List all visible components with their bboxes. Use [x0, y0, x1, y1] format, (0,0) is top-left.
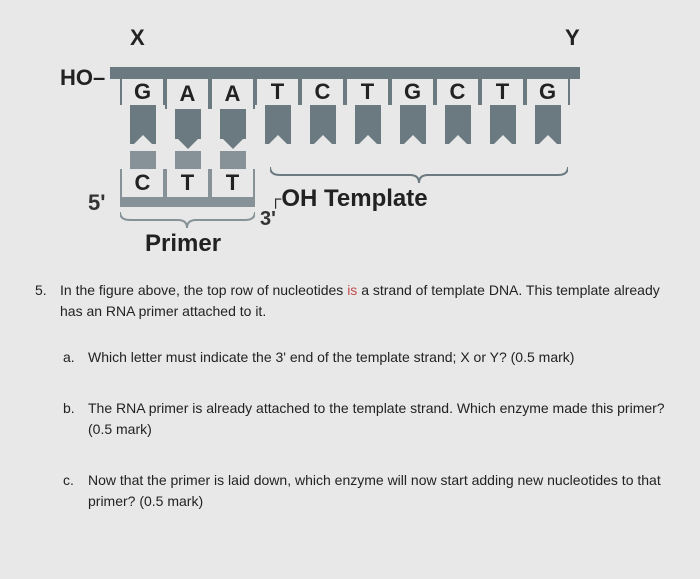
nucleotide-block: T	[345, 79, 390, 144]
part-c: c. Now that the primer is laid down, whi…	[63, 470, 665, 512]
nucleotide-block: G	[120, 79, 165, 144]
nucleotide-block: C	[300, 79, 345, 144]
oh-template-label: ┌OH Template	[270, 185, 428, 213]
nucleotide-letter: T	[480, 79, 525, 105]
ho-label: HO–	[60, 65, 105, 91]
nucleotide-shape	[265, 105, 291, 144]
question-number: 5.	[35, 280, 60, 322]
y-label: Y	[565, 25, 580, 51]
nucleotide-letter: G	[525, 79, 570, 105]
part-b-letter: b.	[63, 398, 88, 440]
nucleotide-letter: G	[390, 79, 435, 105]
primer-block: T	[210, 151, 255, 197]
primer-block: T	[165, 151, 210, 197]
nucleotide-shape	[490, 105, 516, 144]
template-backbone	[110, 67, 580, 79]
nucleotide-block: A	[210, 79, 255, 144]
nucleotide-shape	[175, 109, 201, 139]
primer-letter: C	[120, 169, 165, 197]
nucleotide-shape	[355, 105, 381, 144]
nucleotide-letter: G	[120, 79, 165, 105]
nucleotide-letter: T	[345, 79, 390, 105]
part-c-text: Now that the primer is laid down, which …	[88, 470, 665, 512]
nucleotide-shape	[535, 105, 561, 144]
nucleotide-block: T	[480, 79, 525, 144]
primer-letter: T	[210, 169, 255, 197]
primer-shape	[175, 151, 201, 169]
primer-shape	[130, 151, 156, 169]
primer-backbone	[120, 197, 255, 207]
nucleotide-block: G	[390, 79, 435, 144]
template-nucleotides: GAATCTGCTG	[120, 79, 570, 144]
primer-shape	[220, 151, 246, 169]
question-text: 5. In the figure above, the top row of n…	[35, 280, 665, 542]
part-a-letter: a.	[63, 347, 88, 368]
part-b: b. The RNA primer is already attached to…	[63, 398, 665, 440]
question-5: 5. In the figure above, the top row of n…	[35, 280, 665, 322]
part-b-text: The RNA primer is already attached to th…	[88, 398, 665, 440]
nucleotide-shape	[220, 109, 246, 139]
part-a: a. Which letter must indicate the 3' end…	[63, 347, 665, 368]
part-c-letter: c.	[63, 470, 88, 512]
nucleotide-block: C	[435, 79, 480, 144]
primer-block: C	[120, 151, 165, 197]
nucleotide-letter: T	[255, 79, 300, 105]
nucleotide-shape	[445, 105, 471, 144]
five-prime-label: 5'	[88, 190, 105, 216]
nucleotide-letter: A	[210, 79, 255, 109]
primer-label: Primer	[145, 230, 221, 258]
template-brace	[270, 165, 568, 185]
nucleotide-shape	[400, 105, 426, 144]
nucleotide-block: A	[165, 79, 210, 144]
three-prime-label: 3'	[260, 208, 276, 231]
part-a-text: Which letter must indicate the 3' end of…	[88, 347, 574, 368]
nucleotide-shape	[310, 105, 336, 144]
primer-letter: T	[165, 169, 210, 197]
nucleotide-letter: C	[435, 79, 480, 105]
question-intro: In the figure above, the top row of nucl…	[60, 280, 665, 322]
dna-diagram: X Y HO– GAATCTGCTG CTT 5' ┌OH Template 3…	[60, 20, 600, 250]
nucleotide-block: T	[255, 79, 300, 144]
primer-brace	[120, 210, 255, 230]
nucleotide-letter: A	[165, 79, 210, 109]
nucleotide-shape	[130, 105, 156, 144]
primer-nucleotides: CTT	[120, 151, 255, 197]
x-label: X	[130, 25, 145, 51]
nucleotide-block: G	[525, 79, 570, 144]
nucleotide-letter: C	[300, 79, 345, 105]
